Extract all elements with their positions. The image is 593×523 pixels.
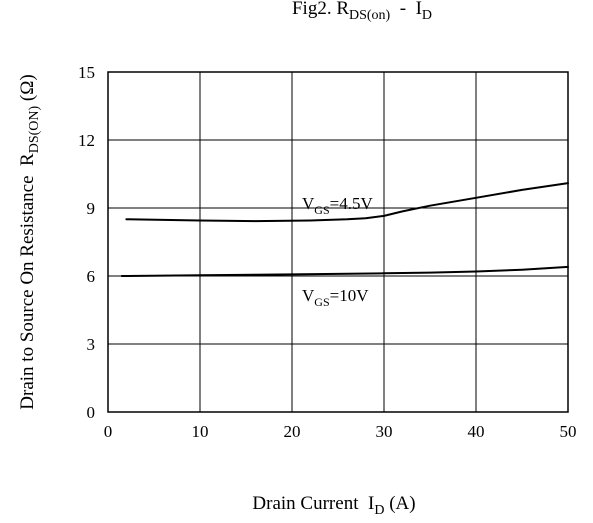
y-tick-label: 6 (87, 267, 96, 286)
x-tick-labels: 0 10 20 30 40 50 (104, 422, 577, 441)
x-tick-label: 30 (376, 422, 393, 441)
y-tick-labels: 0 3 6 9 12 15 (78, 63, 95, 422)
y-tick-label: 0 (87, 403, 96, 422)
series-line-vgs-10v (120, 265, 569, 277)
x-tick-label: 20 (284, 422, 301, 441)
x-axis-label: Drain Current ID (A) (252, 493, 415, 518)
series-label-vgs-4-5v: VGS=4.5V (302, 194, 373, 217)
y-tick-label: 12 (78, 131, 95, 150)
series-label-vgs-10v: VGS=10V (302, 286, 369, 309)
chart-title: Fig2. RDS(on) - ID (292, 0, 432, 23)
y-axis-label: Drain to Source On Resistance RDS(ON) (Ω… (17, 74, 42, 409)
x-tick-label: 0 (104, 422, 113, 441)
y-tick-label: 9 (87, 199, 96, 218)
x-tick-label: 50 (560, 422, 577, 441)
x-tick-label: 10 (192, 422, 209, 441)
y-tick-label: 15 (78, 63, 95, 82)
y-tick-label: 3 (87, 335, 96, 354)
series-lines (120, 182, 569, 277)
plot-frame (107, 71, 569, 413)
x-tick-label: 40 (468, 422, 485, 441)
grid (108, 72, 568, 412)
series-line-vgs-4-5v (125, 182, 569, 223)
